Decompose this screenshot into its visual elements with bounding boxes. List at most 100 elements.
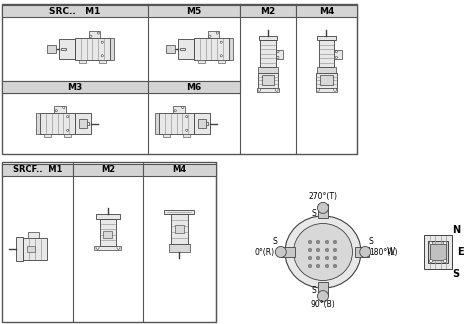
Text: M6: M6 — [186, 83, 201, 91]
Circle shape — [317, 88, 319, 91]
Circle shape — [277, 51, 279, 53]
Bar — [430, 244, 446, 260]
Circle shape — [333, 248, 337, 252]
Text: 90°(B): 90°(B) — [310, 300, 336, 309]
Circle shape — [63, 106, 65, 109]
Ellipse shape — [293, 224, 353, 281]
Bar — [73, 164, 143, 176]
Circle shape — [67, 116, 69, 118]
Bar — [61, 48, 65, 51]
Circle shape — [318, 291, 328, 302]
Bar — [148, 81, 240, 93]
Bar — [257, 87, 279, 92]
Bar — [428, 241, 448, 263]
Circle shape — [335, 51, 337, 53]
Bar — [171, 214, 188, 244]
Circle shape — [96, 246, 99, 249]
Text: E: E — [456, 247, 463, 257]
Text: S: S — [311, 285, 316, 295]
Text: 0°(R): 0°(R) — [255, 248, 275, 257]
Bar — [89, 31, 100, 38]
Bar — [163, 134, 170, 137]
Bar — [198, 119, 206, 128]
Circle shape — [316, 248, 320, 252]
Bar — [318, 282, 328, 296]
Bar — [276, 50, 283, 59]
Bar — [2, 162, 216, 322]
Circle shape — [67, 129, 69, 131]
Bar — [2, 4, 357, 154]
Bar — [175, 225, 184, 233]
Circle shape — [182, 106, 184, 109]
Circle shape — [316, 256, 320, 260]
Text: M2: M2 — [101, 166, 115, 175]
Text: M4: M4 — [319, 6, 334, 16]
Circle shape — [308, 264, 312, 268]
Circle shape — [220, 55, 222, 57]
Bar — [47, 45, 55, 53]
Bar — [218, 60, 225, 63]
Ellipse shape — [285, 216, 361, 288]
Bar — [40, 113, 75, 134]
Bar — [16, 237, 23, 261]
Circle shape — [308, 256, 312, 260]
Circle shape — [333, 240, 337, 244]
Bar — [183, 134, 191, 137]
Circle shape — [220, 41, 222, 43]
Text: S: S — [311, 209, 316, 218]
Bar — [79, 60, 86, 63]
Circle shape — [216, 32, 219, 34]
Circle shape — [429, 260, 432, 262]
Bar — [44, 134, 51, 137]
Bar — [23, 238, 47, 260]
Text: 180°(L): 180°(L) — [369, 248, 397, 257]
Text: SRCF..  M1: SRCF.. M1 — [13, 166, 62, 175]
Text: M4: M4 — [173, 166, 187, 175]
Bar — [259, 36, 277, 40]
Bar — [424, 235, 452, 269]
Circle shape — [97, 32, 100, 34]
Text: M5: M5 — [186, 6, 201, 16]
Circle shape — [186, 116, 188, 118]
Bar — [75, 38, 109, 60]
Circle shape — [308, 240, 312, 244]
Bar — [355, 247, 369, 257]
Bar — [335, 50, 342, 59]
Circle shape — [275, 88, 278, 91]
Circle shape — [258, 88, 261, 91]
Circle shape — [277, 56, 279, 58]
Circle shape — [117, 246, 120, 249]
Circle shape — [318, 202, 328, 214]
Bar — [96, 214, 120, 218]
Bar — [164, 210, 194, 214]
Bar — [169, 244, 190, 251]
Circle shape — [186, 129, 188, 131]
Circle shape — [325, 264, 329, 268]
Circle shape — [360, 247, 371, 258]
Bar — [75, 113, 91, 133]
Bar — [59, 39, 75, 59]
Text: SRC..   M1: SRC.. M1 — [49, 6, 100, 16]
Bar — [148, 5, 240, 17]
Bar — [28, 232, 39, 238]
Bar — [178, 39, 194, 59]
Circle shape — [444, 241, 447, 245]
Bar — [180, 48, 185, 51]
Bar — [194, 38, 228, 60]
Circle shape — [325, 256, 329, 260]
Text: S: S — [273, 237, 277, 247]
Text: W: W — [387, 248, 395, 257]
Bar — [2, 164, 73, 176]
Circle shape — [316, 264, 320, 268]
Circle shape — [325, 248, 329, 252]
Circle shape — [90, 35, 92, 37]
Text: N: N — [452, 225, 460, 235]
Bar — [281, 247, 295, 257]
Text: 270°(T): 270°(T) — [309, 191, 337, 201]
Bar — [258, 73, 278, 87]
Bar — [36, 113, 40, 134]
Circle shape — [174, 110, 176, 112]
Circle shape — [101, 41, 103, 43]
Circle shape — [429, 241, 432, 245]
Bar — [84, 122, 89, 125]
